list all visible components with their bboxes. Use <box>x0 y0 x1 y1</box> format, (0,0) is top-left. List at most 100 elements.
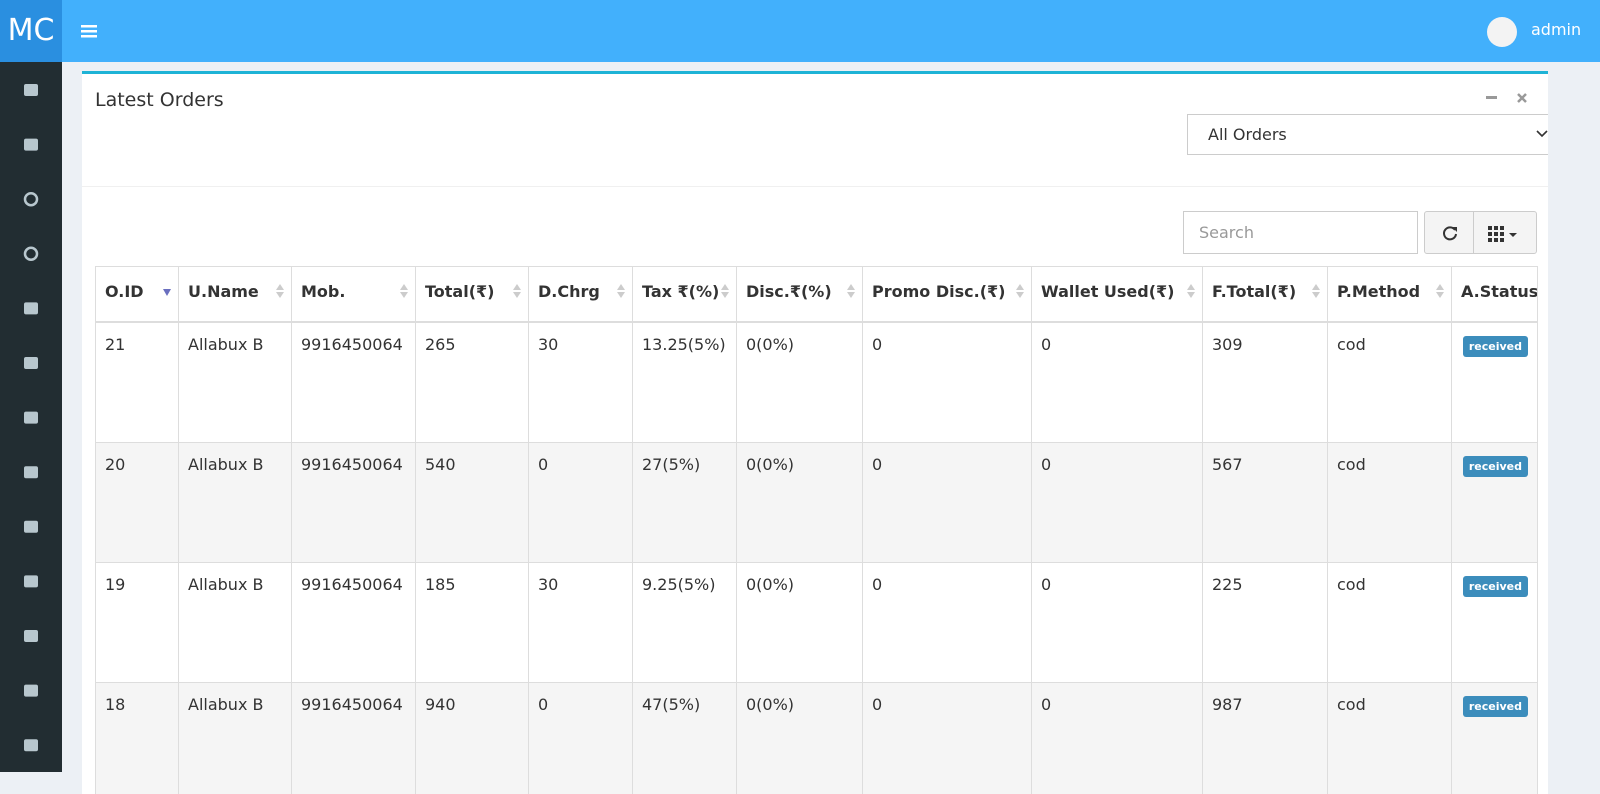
status-badge: received <box>1463 576 1528 597</box>
cell-text: 567 <box>1212 455 1243 474</box>
nav-icon[interactable] <box>24 139 38 151</box>
sort-up <box>1436 284 1444 290</box>
nav-icon[interactable] <box>24 302 38 314</box>
refresh-button[interactable] <box>1441 224 1459 242</box>
sort-up <box>1312 284 1320 290</box>
cell-text: 9916450064 <box>301 695 403 714</box>
column-header[interactable]: A.Status <box>1452 267 1538 323</box>
sort-down <box>400 292 408 298</box>
divider <box>82 186 1548 187</box>
columns-button[interactable] <box>1488 226 1524 242</box>
column-label: Mob. <box>301 282 345 301</box>
sort-icon <box>721 283 729 299</box>
column-label: Total(₹) <box>425 282 494 301</box>
cell-text: 0(0%) <box>746 695 794 714</box>
column-header[interactable]: Total(₹) <box>416 267 529 323</box>
sort-up <box>400 284 408 290</box>
cell-text: 0(0%) <box>746 455 794 474</box>
nav-icon[interactable] <box>24 466 38 478</box>
table-cell: 0 <box>1032 563 1203 683</box>
cell-text: 0 <box>872 335 882 354</box>
nav-icon[interactable] <box>25 248 37 260</box>
table-cell: 940 <box>416 683 529 794</box>
cell-text: 18 <box>105 695 125 714</box>
cell-text: 0 <box>538 695 548 714</box>
order-filter[interactable]: All Orders <box>1187 114 1548 155</box>
table-cell: 30 <box>529 563 633 683</box>
sort-down <box>1436 292 1444 298</box>
table-cell: received <box>1452 322 1538 443</box>
nav-icon[interactable] <box>25 193 37 205</box>
sort-up <box>617 284 625 290</box>
column-header[interactable]: Disc.₹(%) <box>737 267 863 323</box>
column-header[interactable]: D.Chrg <box>529 267 633 323</box>
sort-down <box>847 292 855 298</box>
cell-text: 987 <box>1212 695 1243 714</box>
sort-up <box>513 284 521 290</box>
cell-text: 0(0%) <box>746 335 794 354</box>
column-header[interactable]: Mob. <box>292 267 416 323</box>
nav-icon[interactable] <box>24 412 38 424</box>
sort-up <box>847 284 855 290</box>
logo[interactable]: MC <box>0 0 62 62</box>
search-input[interactable]: Search <box>1183 211 1418 254</box>
cell-text: cod <box>1337 455 1366 474</box>
column-header[interactable]: O.ID <box>96 267 179 323</box>
column-header[interactable]: U.Name <box>179 267 292 323</box>
column-header[interactable]: F.Total(₹) <box>1203 267 1328 323</box>
status-badge: received <box>1463 456 1528 477</box>
nav-icon[interactable] <box>24 685 38 697</box>
cell-text: 940 <box>425 695 456 714</box>
column-header[interactable]: P.Method <box>1328 267 1452 323</box>
user-name[interactable]: admin <box>1531 20 1581 39</box>
cell-text: 9.25(5%) <box>642 575 716 594</box>
nav-icon[interactable] <box>24 357 38 369</box>
column-label: D.Chrg <box>538 282 600 301</box>
menu-toggle[interactable] <box>81 25 97 38</box>
cell-text: 265 <box>425 335 456 354</box>
table-cell: 185 <box>416 563 529 683</box>
sort-down <box>513 292 521 298</box>
table-cell: 0 <box>863 322 1032 443</box>
table-cell: 0 <box>1032 322 1203 443</box>
nav-icon[interactable] <box>24 739 38 751</box>
panel-tools[interactable] <box>1482 90 1532 106</box>
column-label: F.Total(₹) <box>1212 282 1296 301</box>
cell-text: 9916450064 <box>301 575 403 594</box>
table-cell: Allabux B <box>179 683 292 794</box>
nav-icon[interactable] <box>24 630 38 642</box>
status-badge: received <box>1463 696 1528 717</box>
column-header[interactable]: Promo Disc.(₹) <box>863 267 1032 323</box>
cell-text: cod <box>1337 575 1366 594</box>
column-header[interactable]: Wallet Used(₹) <box>1032 267 1203 323</box>
sort-icon <box>276 283 284 299</box>
table-cell: 0 <box>863 563 1032 683</box>
table-cell: 9916450064 <box>292 443 416 563</box>
sort-icon <box>513 283 521 299</box>
column-header[interactable]: Tax ₹(%) <box>633 267 737 323</box>
cell-text: 309 <box>1212 335 1243 354</box>
cell-text: 27(5%) <box>642 455 700 474</box>
cell-text: 0 <box>1041 695 1051 714</box>
avatar[interactable] <box>1487 17 1517 47</box>
nav-icon[interactable] <box>24 521 38 533</box>
sort-down <box>1187 292 1195 298</box>
sort-down <box>617 292 625 298</box>
separator <box>1473 212 1474 253</box>
chevron <box>1536 129 1548 139</box>
nav-icon[interactable] <box>24 575 38 587</box>
table-cell: Allabux B <box>179 443 292 563</box>
cell-text: 47(5%) <box>642 695 700 714</box>
cell-text: 21 <box>105 335 125 354</box>
sort-down <box>721 292 729 298</box>
column-label: Wallet Used(₹) <box>1041 282 1175 301</box>
table-cell: 18 <box>96 683 179 794</box>
cell-text: 0 <box>1041 455 1051 474</box>
column-label: Disc.₹(%) <box>746 282 832 301</box>
table-cell: 9916450064 <box>292 683 416 794</box>
nav-icon[interactable] <box>24 84 38 96</box>
